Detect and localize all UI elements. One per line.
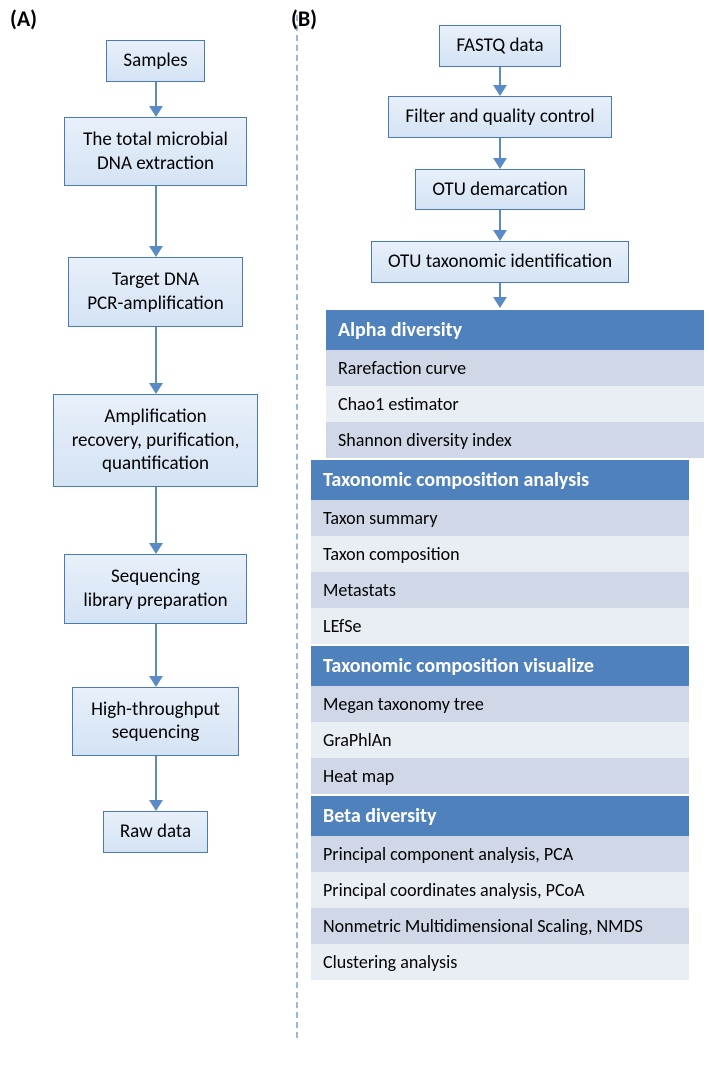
flow-node: Samples [106, 40, 204, 82]
flow-node: Raw data [103, 811, 208, 853]
section-header: Taxonomic composition analysis [311, 460, 689, 500]
arrow-down-icon [149, 624, 163, 687]
arrow-down-icon [149, 82, 163, 117]
analysis-section: Taxonomic composition analysisTaxon summ… [311, 460, 689, 644]
flowchart-b: FASTQ data Filter and quality control OTU … [311, 25, 689, 980]
section-item: Megan taxonomy tree [311, 686, 689, 722]
arrow-down-icon [149, 756, 163, 811]
section-header: Beta diversity [311, 796, 689, 836]
arrow-down-icon [493, 283, 507, 308]
flow-node: OTU demarcation [415, 169, 584, 211]
section-item: Principal component analysis, PCA [311, 836, 689, 872]
section-item: Metastats [311, 572, 689, 608]
analysis-section: Alpha diversityRarefaction curveChao1 es… [326, 310, 704, 458]
flow-node: Filter and quality control [388, 96, 611, 138]
section-item: Rarefaction curve [326, 350, 704, 386]
flow-node: Target DNAPCR-amplification [68, 257, 243, 327]
panel-b: (B) FASTQ dataFilter and quality control… [296, 0, 709, 1068]
section-item: Heat map [311, 758, 689, 794]
flow-node: High-throughputsequencing [72, 687, 239, 757]
section-item: Clustering analysis [311, 944, 689, 980]
flow-node: OTU taxonomic identification [371, 241, 629, 283]
section-item: Taxon summary [311, 500, 689, 536]
arrow-down-icon [149, 487, 163, 554]
analysis-section: Beta diversityPrincipal component analys… [311, 796, 689, 980]
section-item: Shannon diversity index [326, 422, 704, 458]
flowchart-a: Samples The total microbialDNA extraction… [30, 40, 281, 853]
panel-a: (A) Samples The total microbialDNA extrac… [0, 0, 296, 1068]
arrow-down-icon [149, 327, 163, 394]
section-header: Alpha diversity [326, 310, 704, 350]
arrow-down-icon [149, 186, 163, 257]
section-item: Taxon composition [311, 536, 689, 572]
arrow-down-icon [493, 138, 507, 169]
figure-container: (A) Samples The total microbialDNA extrac… [0, 0, 709, 1068]
panel-a-label: (A) [10, 5, 37, 32]
arrow-down-icon [493, 210, 507, 241]
flow-node: Amplificationrecovery, purification,quan… [53, 394, 259, 487]
section-header: Taxonomic composition visualize [311, 646, 689, 686]
section-item: GraPhlAn [311, 722, 689, 758]
arrow-down-icon [493, 67, 507, 96]
panel-b-label: (B) [291, 5, 317, 32]
flow-node: FASTQ data [439, 25, 560, 67]
section-item: Nonmetric Multidimensional Scaling, NMDS [311, 908, 689, 944]
analysis-section: Taxonomic composition visualizeMegan tax… [311, 646, 689, 794]
flow-node: Sequencinglibrary preparation [64, 554, 246, 624]
section-item: Chao1 estimator [326, 386, 704, 422]
flow-node: The total microbialDNA extraction [64, 117, 247, 187]
section-item: LEfSe [311, 608, 689, 644]
section-item: Principal coordinates analysis, PCoA [311, 872, 689, 908]
